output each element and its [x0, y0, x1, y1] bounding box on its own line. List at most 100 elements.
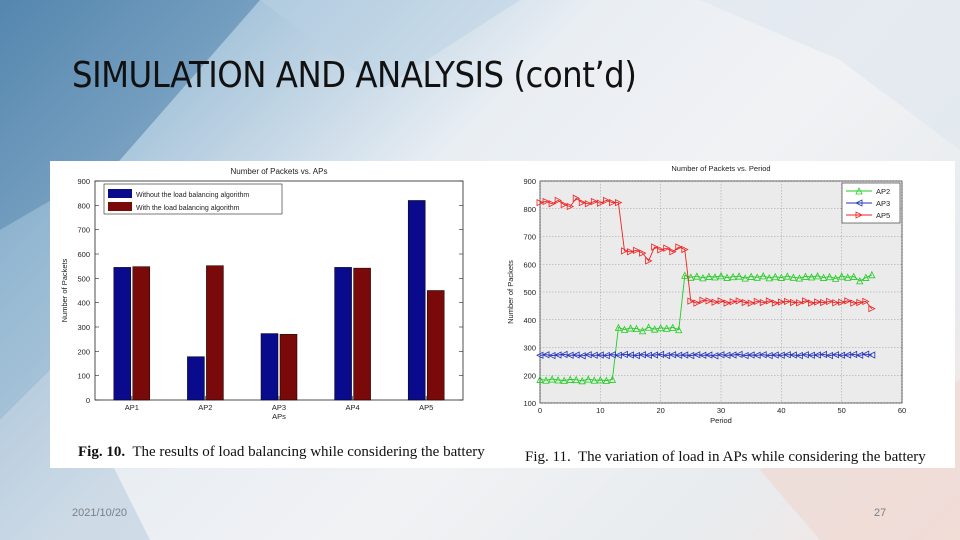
- point-ap3: [608, 351, 616, 359]
- point-ap5: [615, 198, 623, 207]
- point-ap5: [844, 297, 852, 305]
- point-ap2: [548, 375, 556, 383]
- point-ap3: [753, 351, 761, 359]
- point-ap2: [838, 272, 846, 280]
- bar-ap5-s2: [426, 290, 445, 401]
- caption-label: Fig. 11.: [525, 449, 571, 465]
- point-ap5: [765, 297, 774, 305]
- point-ap2: [632, 324, 641, 333]
- point-ap5: [536, 198, 544, 207]
- point-ap2: [850, 272, 858, 280]
- point-ap3: [849, 350, 858, 359]
- point-ap5: [711, 298, 719, 306]
- point-ap2: [669, 323, 677, 331]
- y-tick-label: 700: [77, 226, 90, 235]
- point-ap2: [620, 325, 629, 333]
- point-ap2: [729, 272, 737, 281]
- legend-swatch: [108, 189, 132, 198]
- chart-title: Number of Packets vs. Period: [671, 164, 770, 173]
- point-ap2: [856, 277, 864, 285]
- y-tick-label: 200: [523, 371, 536, 380]
- point-ap5: [566, 202, 575, 211]
- point-ap5: [838, 298, 846, 306]
- legend-label: Without the load balancing algorithm: [136, 192, 249, 199]
- caption-text: The results of load balancing while cons…: [132, 444, 485, 460]
- x-tick-label: AP4: [346, 403, 360, 412]
- x-axis-label: APs: [272, 412, 286, 421]
- bar-ap1-s2: [132, 266, 151, 401]
- point-ap5: [759, 298, 768, 307]
- y-tick-label: 400: [523, 316, 536, 325]
- point-ap5: [609, 198, 617, 207]
- point-ap2: [596, 376, 604, 384]
- point-ap2: [831, 274, 840, 282]
- point-ap3: [620, 350, 628, 359]
- bar-ap1-s1: [113, 267, 132, 401]
- point-ap2: [741, 274, 749, 282]
- y-tick-label: 900: [77, 177, 90, 186]
- x-tick-label: AP5: [419, 403, 433, 412]
- point-ap3: [668, 351, 677, 359]
- point-ap3: [777, 351, 785, 359]
- point-ap2: [868, 270, 876, 279]
- point-ap2: [566, 375, 574, 383]
- slide-number: 27: [874, 507, 887, 519]
- legend: AP2 AP3 AP5: [841, 182, 901, 224]
- point-ap3: [692, 351, 701, 359]
- point-ap3: [801, 351, 809, 359]
- point-ap3: [735, 350, 743, 359]
- point-ap5: [808, 299, 816, 307]
- point-ap2: [644, 323, 653, 331]
- y-tick-label: 700: [523, 233, 536, 242]
- point-ap2: [753, 273, 761, 281]
- point-ap3: [843, 351, 852, 359]
- point-ap3: [717, 351, 725, 359]
- y-tick-label: 300: [523, 344, 536, 353]
- legend: Without the load balancing algorithm With…: [103, 183, 283, 215]
- x-tick-label: 0: [538, 406, 542, 415]
- point-ap3: [741, 351, 749, 360]
- point-ap3: [729, 351, 737, 359]
- y-tick-label: 300: [77, 323, 90, 332]
- y-axis-label: Number of Packets: [506, 260, 515, 324]
- point-ap2: [536, 375, 544, 383]
- point-ap5: [747, 299, 756, 307]
- point-ap3: [602, 351, 610, 360]
- point-ap3: [813, 351, 821, 359]
- point-ap3: [867, 351, 876, 359]
- point-ap5: [826, 297, 834, 306]
- point-ap2: [819, 273, 828, 281]
- point-ap2: [614, 323, 623, 331]
- x-tick-label: AP1: [125, 403, 139, 412]
- legend-label: AP5: [876, 211, 890, 220]
- x-tick-label: 30: [717, 406, 725, 415]
- point-ap5: [783, 297, 792, 306]
- y-axis-label: Number of Packets: [60, 258, 69, 322]
- point-ap5: [717, 297, 725, 305]
- point-ap5: [560, 200, 569, 209]
- point-ap5: [584, 200, 593, 208]
- point-ap3: [795, 351, 803, 360]
- point-ap3: [656, 350, 665, 359]
- point-ap2: [626, 324, 635, 332]
- point-ap3: [680, 351, 689, 359]
- caption-text: The variation of load in APs while consi…: [577, 449, 926, 465]
- y-tick-label: 600: [77, 250, 90, 259]
- point-ap2: [687, 273, 695, 281]
- point-ap5: [802, 297, 810, 305]
- point-ap3: [861, 350, 870, 358]
- point-ap5: [741, 298, 750, 307]
- bar-ap5-s1: [407, 200, 426, 401]
- point-ap3: [711, 352, 719, 360]
- point-ap2: [699, 273, 707, 282]
- point-ap3: [578, 352, 586, 360]
- point-ap5: [735, 297, 743, 305]
- point-ap5: [663, 244, 671, 252]
- point-ap2: [675, 325, 683, 334]
- bar-chart-packets-vs-aps: Number of Packets vs. APs 0 100 200 300 400 50…: [60, 167, 464, 421]
- point-ap2: [862, 273, 870, 281]
- bar-ap3-s2: [279, 334, 298, 401]
- point-ap5: [548, 200, 556, 208]
- point-ap2: [705, 272, 713, 280]
- point-ap5: [669, 248, 677, 256]
